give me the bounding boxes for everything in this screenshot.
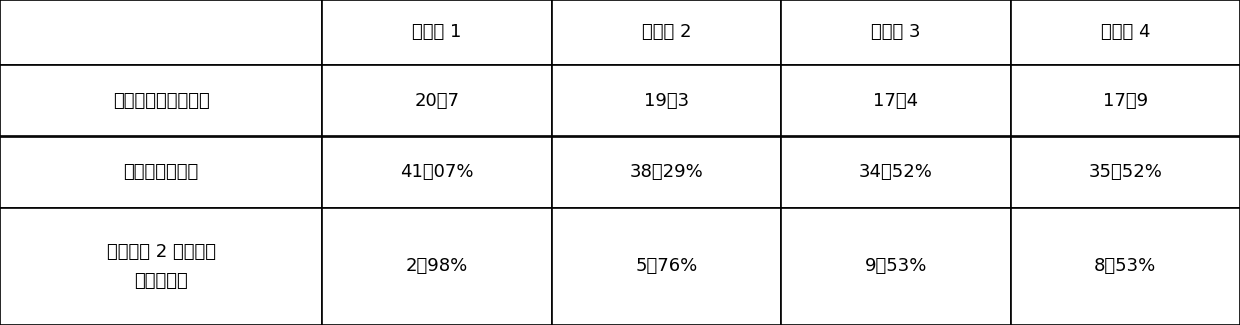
Text: 对比例 4: 对比例 4 [1101, 23, 1149, 42]
Text: 腑植酸的活化率: 腑植酸的活化率 [124, 163, 198, 181]
Text: 化率减少量: 化率减少量 [134, 272, 188, 290]
Bar [0, 65, 322, 136]
Bar [322, 208, 552, 325]
Text: 19．3: 19．3 [644, 92, 689, 110]
Bar [781, 65, 1011, 136]
Bar [1011, 0, 1240, 65]
Bar [0, 136, 322, 208]
Bar [552, 0, 781, 65]
Bar [0, 0, 322, 65]
Text: 8．53%: 8．53% [1094, 257, 1157, 276]
Bar [322, 65, 552, 136]
Text: 41．07%: 41．07% [401, 163, 474, 181]
Bar [781, 0, 1011, 65]
Text: 35．52%: 35．52% [1089, 163, 1162, 181]
Bar [322, 136, 552, 208]
Bar [552, 136, 781, 208]
Text: 20．7: 20．7 [414, 92, 460, 110]
Bar [1011, 65, 1240, 136]
Text: 对比例 2: 对比例 2 [642, 23, 691, 42]
Text: 5．76%: 5．76% [635, 257, 698, 276]
Bar [781, 208, 1011, 325]
Text: 对比例 1: 对比例 1 [413, 23, 461, 42]
Text: 比实施例 2 腑植酸活: 比实施例 2 腑植酸活 [107, 243, 216, 261]
Text: 9．53%: 9．53% [864, 257, 928, 276]
Bar [322, 0, 552, 65]
Text: 17．4: 17．4 [873, 92, 919, 110]
Text: 对比例 3: 对比例 3 [872, 23, 920, 42]
Text: 2．98%: 2．98% [405, 257, 469, 276]
Text: 17．9: 17．9 [1102, 92, 1148, 110]
Bar [0, 208, 322, 325]
Text: 黄腐酸含量（干基）: 黄腐酸含量（干基） [113, 92, 210, 110]
Bar [1011, 136, 1240, 208]
Text: 38．29%: 38．29% [630, 163, 703, 181]
Bar [781, 136, 1011, 208]
Bar [552, 208, 781, 325]
Bar [552, 65, 781, 136]
Bar [1011, 208, 1240, 325]
Text: 34．52%: 34．52% [859, 163, 932, 181]
